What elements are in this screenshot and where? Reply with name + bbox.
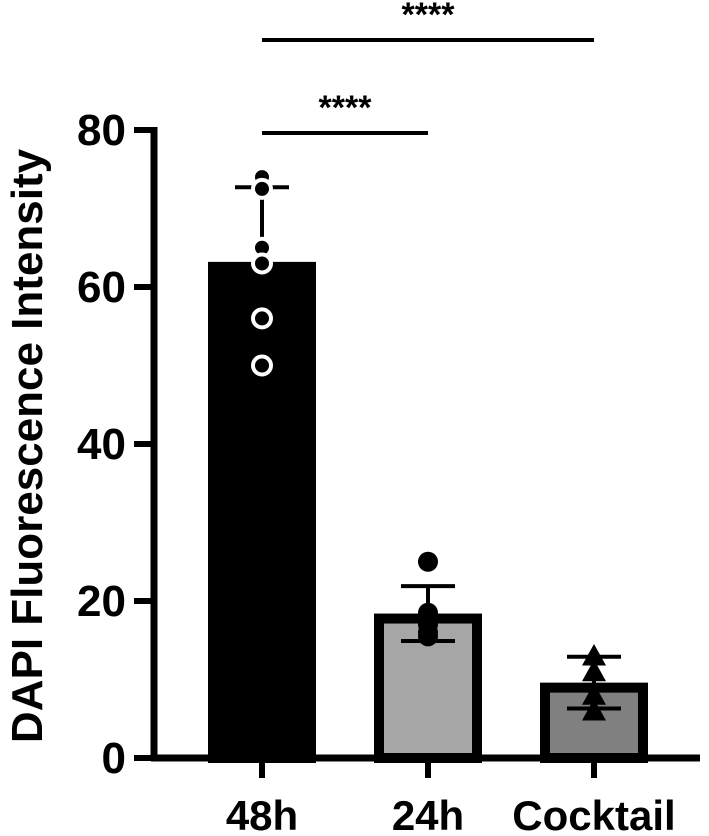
significance-label-2: **** xyxy=(402,0,456,34)
data-point-24h-1 xyxy=(418,551,438,572)
y-axis-label: DAPI Fluorescence Intensity xyxy=(3,148,52,743)
x-tick-label-48h: 48h xyxy=(226,792,298,836)
axes xyxy=(150,127,700,778)
data-point-48h-5 xyxy=(251,307,273,330)
y-tick-label-0: 0 xyxy=(102,734,126,783)
x-tick-label-Cocktail: Cocktail xyxy=(512,792,675,836)
data-point-Cocktail-2 xyxy=(582,659,606,682)
data-point-48h-4 xyxy=(251,252,273,275)
y-tick-label-80: 80 xyxy=(77,106,126,155)
data-point-24h-5 xyxy=(418,626,438,647)
data-point-48h-2 xyxy=(251,177,273,200)
x-tick-label-24h: 24h xyxy=(392,792,464,836)
bar-48h xyxy=(208,261,316,763)
y-tick-label-60: 60 xyxy=(77,263,126,312)
y-ticks: 0 20 40 60 80 xyxy=(77,106,154,783)
data-point-Cocktail-1 xyxy=(582,643,606,666)
data-point-Cocktail-3 xyxy=(582,683,606,705)
data-points xyxy=(251,166,606,721)
significance-brackets: **** **** xyxy=(262,0,594,135)
data-point-48h-6 xyxy=(251,354,273,377)
bars xyxy=(208,261,648,764)
significance-label-1: **** xyxy=(319,89,373,127)
y-tick-label-20: 20 xyxy=(77,577,126,626)
y-tick-label-40: 40 xyxy=(77,420,126,469)
data-point-Cocktail-4 xyxy=(582,698,606,721)
category-labels: 48h 24h Cocktail xyxy=(226,792,676,836)
